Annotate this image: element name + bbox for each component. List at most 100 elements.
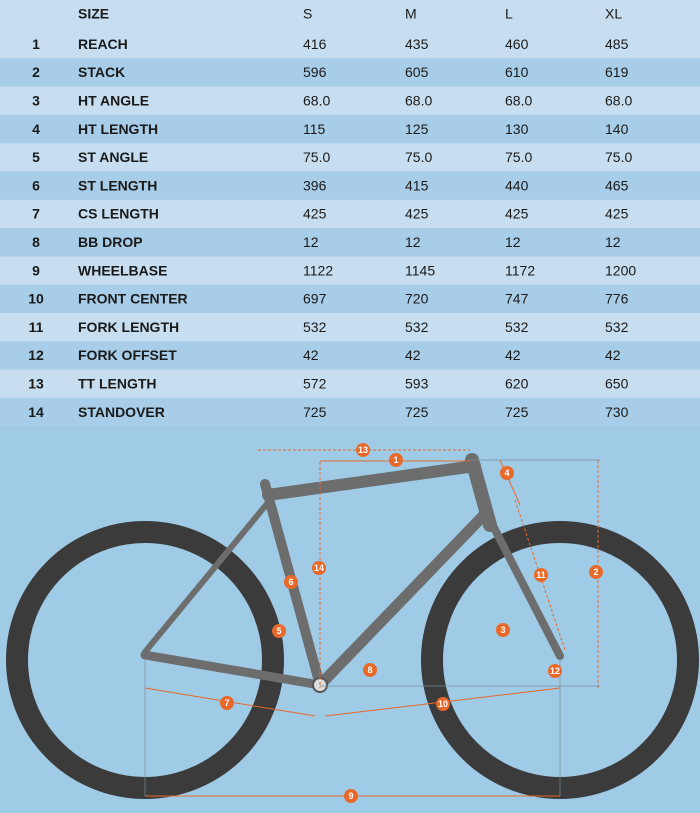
row-number: 14 xyxy=(28,404,44,420)
row-value: 425 xyxy=(605,206,629,222)
row-label: FRONT CENTER xyxy=(78,291,188,307)
row-value: 485 xyxy=(605,36,629,52)
row-value: 593 xyxy=(405,375,429,391)
marker-label: 7 xyxy=(224,698,229,708)
table-row xyxy=(0,256,700,285)
row-value: 68.0 xyxy=(303,92,330,108)
row-value: 620 xyxy=(505,375,529,391)
row-value: 605 xyxy=(405,64,429,80)
row-value: 68.0 xyxy=(405,92,432,108)
row-number: 8 xyxy=(32,234,40,250)
row-value: 730 xyxy=(605,404,629,420)
marker-label: 9 xyxy=(348,791,353,801)
table-row xyxy=(0,369,700,398)
marker-label: 1 xyxy=(393,455,398,465)
row-label: ST ANGLE xyxy=(78,149,148,165)
marker-dot xyxy=(500,466,514,480)
row-value: 12 xyxy=(605,234,621,250)
row-value: 396 xyxy=(303,177,327,193)
row-label: HT LENGTH xyxy=(78,121,158,137)
row-number: 1 xyxy=(32,36,40,52)
row-value: 1122 xyxy=(303,262,333,278)
marker-dot xyxy=(312,561,326,575)
header-cell: XL xyxy=(605,6,622,22)
row-number: 10 xyxy=(28,291,44,307)
marker-label: 12 xyxy=(550,666,560,676)
row-value: 747 xyxy=(505,291,529,307)
row-label: TT LENGTH xyxy=(78,375,157,391)
row-value: 415 xyxy=(405,177,429,193)
row-value: 619 xyxy=(605,64,629,80)
row-value: 425 xyxy=(303,206,327,222)
row-number: 3 xyxy=(32,92,40,108)
table-row xyxy=(0,86,700,115)
marker-dot xyxy=(589,565,603,579)
row-value: 720 xyxy=(405,291,429,307)
marker-dot xyxy=(344,789,358,803)
row-value: 532 xyxy=(303,319,327,335)
row-value: 425 xyxy=(505,206,529,222)
row-value: 460 xyxy=(505,36,529,52)
row-value: 440 xyxy=(505,177,529,193)
row-number: 13 xyxy=(28,375,44,391)
row-value: 12 xyxy=(505,234,521,250)
row-value: 532 xyxy=(605,319,629,335)
row-value: 68.0 xyxy=(605,92,632,108)
row-label: CS LENGTH xyxy=(78,206,159,222)
table-row xyxy=(0,58,700,87)
row-value: 650 xyxy=(605,375,629,391)
row-label: WHEELBASE xyxy=(78,262,167,278)
header-cell: SIZE xyxy=(78,6,109,22)
header-band xyxy=(0,0,700,30)
row-value: 425 xyxy=(405,206,429,222)
table-row xyxy=(0,114,700,144)
row-value: 1145 xyxy=(405,262,435,278)
marker-label: 4 xyxy=(504,468,509,478)
row-value: 776 xyxy=(605,291,629,307)
row-value: 725 xyxy=(505,404,529,420)
row-label: REACH xyxy=(78,36,128,52)
marker-dot xyxy=(436,697,450,711)
table-row xyxy=(0,341,700,370)
marker-label: 8 xyxy=(367,665,372,675)
marker-label: 6 xyxy=(288,577,293,587)
marker-dot xyxy=(548,664,562,678)
row-number: 5 xyxy=(32,149,40,165)
row-value: 532 xyxy=(505,319,529,335)
row-number: 12 xyxy=(28,347,44,363)
row-value: 12 xyxy=(405,234,421,250)
marker-dot xyxy=(363,663,377,677)
row-value: 1172 xyxy=(505,262,535,278)
marker-label: 3 xyxy=(500,625,505,635)
row-value: 42 xyxy=(405,347,421,363)
header-cell: L xyxy=(505,6,513,22)
row-number: 6 xyxy=(32,177,40,193)
frame xyxy=(140,453,564,691)
row-number: 7 xyxy=(32,206,40,222)
row-number: 9 xyxy=(32,262,40,278)
row-value: 465 xyxy=(605,177,629,193)
marker-dot xyxy=(220,696,234,710)
row-value: 75.0 xyxy=(405,149,432,165)
row-label: ST LENGTH xyxy=(78,177,157,193)
marker-dot xyxy=(389,453,403,467)
row-value: 12 xyxy=(303,234,319,250)
marker-label: 5 xyxy=(276,626,281,636)
row-value: 416 xyxy=(303,36,327,52)
row-label: STANDOVER xyxy=(78,404,165,420)
row-value: 130 xyxy=(505,121,529,137)
row-number: 2 xyxy=(32,64,40,80)
row-value: 697 xyxy=(303,291,327,307)
bike xyxy=(6,453,699,799)
row-value: 725 xyxy=(405,404,429,420)
row-value: 75.0 xyxy=(605,149,632,165)
marker-dot xyxy=(534,568,548,582)
table-row xyxy=(0,313,700,342)
marker-label: 2 xyxy=(593,567,598,577)
row-label: HT ANGLE xyxy=(78,92,149,108)
table-row xyxy=(0,143,700,172)
marker-dot xyxy=(284,575,298,589)
row-number: 4 xyxy=(32,121,40,137)
table-row xyxy=(0,397,700,427)
